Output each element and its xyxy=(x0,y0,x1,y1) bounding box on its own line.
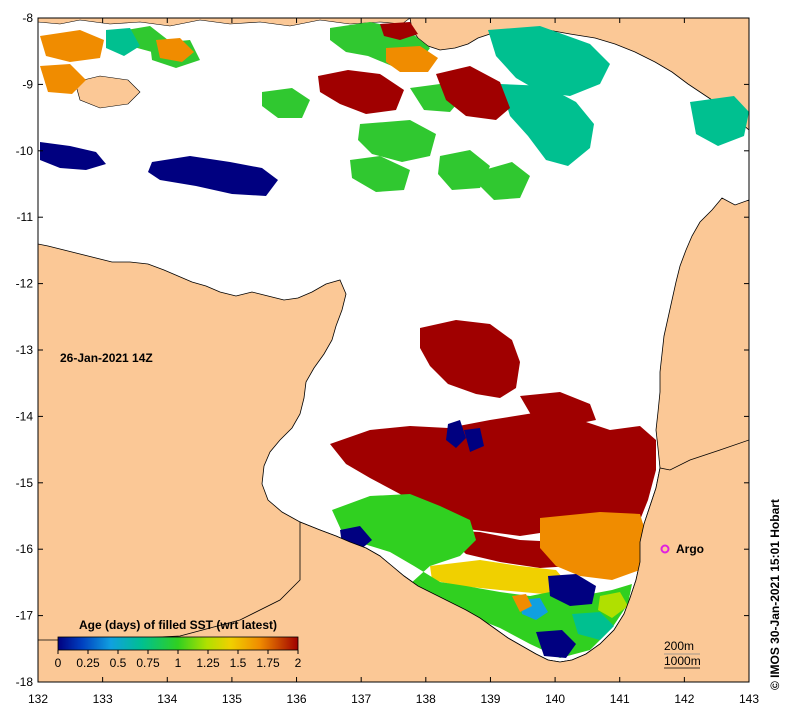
sst-patch-teal xyxy=(572,612,614,640)
sst-patch-dark-blue xyxy=(446,420,466,448)
colorbar-tick-label: 0.5 xyxy=(110,656,127,670)
longitude-tick-label: 133 xyxy=(93,692,113,706)
argo-label: Argo xyxy=(676,542,704,556)
timestamp-label: 26-Jan-2021 14Z xyxy=(60,351,153,365)
latitude-tick-label: -17 xyxy=(16,609,34,623)
sst-patch-red xyxy=(380,22,418,40)
sst-patch-teal xyxy=(488,26,610,96)
latitude-tick-label: -13 xyxy=(16,343,34,357)
sst-patch-green xyxy=(480,162,530,200)
depth-contour-legend: 200m 1000m xyxy=(664,639,701,669)
colorbar-tick-label: 0.25 xyxy=(76,656,100,670)
longitude-tick-label: 143 xyxy=(739,692,759,706)
sst-patch-red xyxy=(330,412,656,536)
sst-patch-red xyxy=(520,392,596,426)
colorbar-ticks: 0 0.25 0.5 0.75 1 1.25 1.5 1.75 2 xyxy=(55,650,302,670)
sst-patch-dark-blue xyxy=(464,428,484,452)
sst-age-field xyxy=(40,22,749,658)
latitude-tick-label: -8 xyxy=(22,11,33,25)
sst-patch-dark-blue xyxy=(536,630,576,658)
colorbar-tick-label: 1.25 xyxy=(196,656,220,670)
longitude-tick-label: 139 xyxy=(480,692,500,706)
colorbar-tick-label: 1 xyxy=(175,656,182,670)
colorbar-tick-label: 1.75 xyxy=(256,656,280,670)
colorbar-title: Age (days) of filled SST (wrt latest) xyxy=(79,618,277,632)
sst-patch-orange xyxy=(512,594,532,612)
latitude-axis: -8 -9 -10 -11 -12 -13 -14 -15 -16 -17 -18 xyxy=(16,11,749,689)
longitude-tick-label: 141 xyxy=(610,692,630,706)
colorbar-gradient xyxy=(57,636,299,651)
longitude-tick-label: 138 xyxy=(416,692,436,706)
sst-patch-orange xyxy=(40,64,86,94)
sst-patch-yellow xyxy=(430,560,570,594)
imos-credit: © IMOS 30-Jan-2021 15:01 Hobart xyxy=(768,499,782,690)
sst-patch-teal xyxy=(690,96,749,146)
latitude-tick-label: -10 xyxy=(16,144,34,158)
sst-patch-red xyxy=(420,320,520,398)
longitude-axis: 132 133 134 135 136 137 138 139 140 141 142 143 xyxy=(28,18,759,706)
longitude-tick-label: 140 xyxy=(545,692,565,706)
colorbar-tick-label: 0.75 xyxy=(136,656,160,670)
sst-patch-orange xyxy=(540,512,648,580)
longitude-tick-label: 132 xyxy=(28,692,48,706)
longitude-tick-label: 137 xyxy=(351,692,371,706)
sst-patch-red xyxy=(318,70,404,114)
sst-patch-teal xyxy=(106,28,140,56)
latitude-tick-label: -18 xyxy=(16,675,34,689)
latitude-tick-label: -15 xyxy=(16,476,34,490)
sst-patch-green xyxy=(332,494,632,658)
sst-patch-red xyxy=(436,66,510,120)
small-island xyxy=(74,75,141,109)
latitude-tick-label: -12 xyxy=(16,277,34,291)
sst-patch-dark-blue xyxy=(148,156,278,196)
northwest-island-landmass xyxy=(38,18,411,27)
sst-patch-teal xyxy=(500,84,594,166)
sst-patch-green xyxy=(262,88,310,118)
latitude-tick-label: -9 xyxy=(22,77,33,91)
gulf-southern-land xyxy=(38,439,749,682)
sst-patch-orange xyxy=(40,30,104,62)
contour-label-1000m: 1000m xyxy=(664,654,701,668)
latitude-tick-label: -11 xyxy=(17,210,34,224)
colorbar-tick-label: 2 xyxy=(295,656,302,670)
sst-patch-green xyxy=(358,120,436,162)
sst-patch-lime xyxy=(598,592,628,618)
latitude-tick-label: -16 xyxy=(16,542,34,556)
sst-patch-dark-blue xyxy=(40,142,106,170)
sst-patch-dark-blue xyxy=(548,574,596,606)
sst-patch-orange xyxy=(156,38,194,62)
longitude-tick-label: 134 xyxy=(157,692,177,706)
longitude-tick-label: 135 xyxy=(222,692,242,706)
sst-patch-orange xyxy=(386,46,438,72)
sst-patch-green xyxy=(350,156,410,192)
longitude-tick-label: 142 xyxy=(674,692,694,706)
contour-label-200m: 200m xyxy=(664,639,694,653)
argo-float-marker[interactable]: Argo xyxy=(660,542,705,556)
sst-patch-green xyxy=(438,150,490,190)
latitude-tick-label: -14 xyxy=(16,409,34,423)
argo-marker-icon xyxy=(660,544,670,554)
longitude-tick-label: 136 xyxy=(287,692,307,706)
colorbar-tick-label: 0 xyxy=(55,656,62,670)
colorbar-tick-label: 1.5 xyxy=(230,656,247,670)
